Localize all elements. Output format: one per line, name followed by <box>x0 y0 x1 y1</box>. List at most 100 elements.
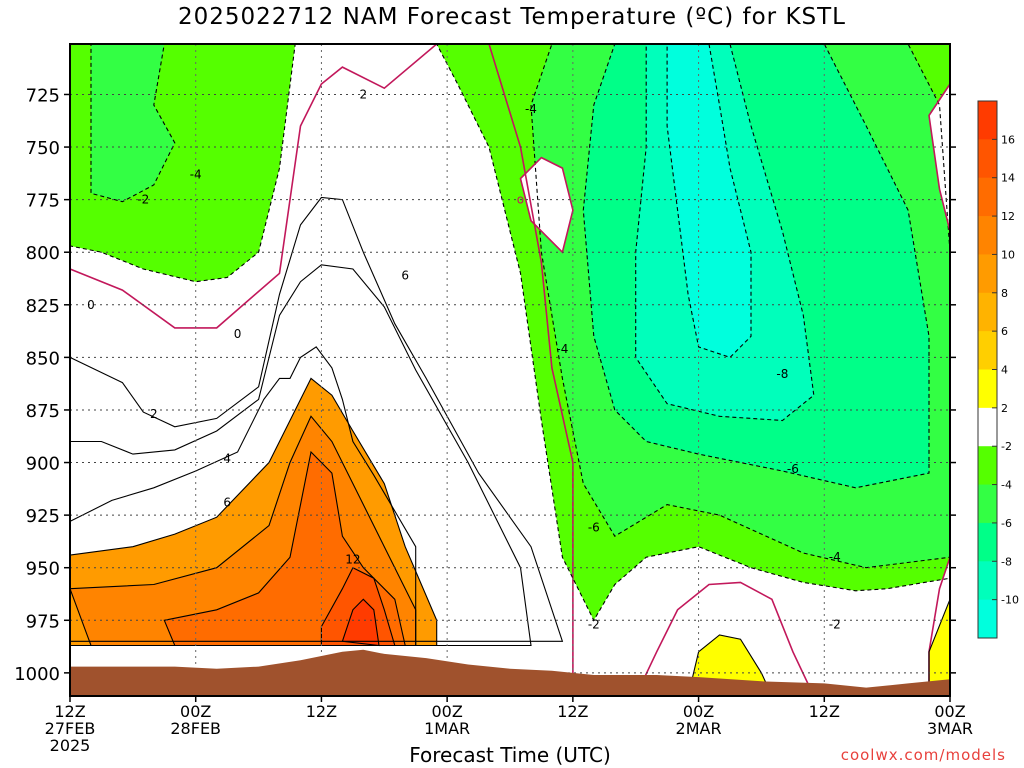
credit-link[interactable]: coolwx.com/models <box>840 746 1006 764</box>
contour-label-15: -6 <box>787 462 799 476</box>
colorbar-label-14: 14 <box>1001 172 1015 185</box>
colorbar-label--2: -2 <box>1001 440 1012 453</box>
contour-line-11 <box>436 44 950 622</box>
x-tick-label-0-2: 2025 <box>50 736 91 755</box>
contour-line-19 <box>928 82 950 232</box>
y-tick-label-950: 950 <box>26 559 60 580</box>
contour-line-6 <box>70 377 438 647</box>
contour-line-0 <box>70 44 296 283</box>
x-tick-label-60-0: 00Z <box>683 702 714 721</box>
contour-line-8 <box>163 450 406 647</box>
temp-region-16 <box>520 157 573 253</box>
x-tick-label-12-0: 00Z <box>180 702 211 721</box>
x-tick-label-12-1: 28FEB <box>170 719 221 738</box>
contour-label-3: 0 <box>234 327 242 341</box>
colorbar-label--6: -6 <box>1001 517 1012 530</box>
contour-label-11: o <box>517 193 524 207</box>
contour-labels-layer: -4 -2 0 0 2 4 6 2 6 12 -4 o -4 -8 -6 -6 -4 -2 -2 <box>87 87 841 631</box>
colorbar-band--10 <box>978 561 997 601</box>
x-tick-label-0-1: 27FEB <box>45 719 96 738</box>
temp-region-21 <box>929 599 950 696</box>
colorbar-band-14 <box>978 139 997 179</box>
contour-line-10 <box>341 598 380 647</box>
chart-title: 2025022712 NAM Forecast Temperature (ºC)… <box>177 4 846 30</box>
x-tick-label-84-1: 3MAR <box>927 719 973 738</box>
contour-label-9: 12 <box>345 552 360 566</box>
colorbar-label-12: 12 <box>1001 210 1015 223</box>
contour-label-5: 4 <box>223 451 231 465</box>
contour-line-21 <box>928 599 950 696</box>
contour-line-16 <box>519 156 574 254</box>
colorbar-band-8 <box>978 254 997 294</box>
contour-line-1 <box>90 44 176 203</box>
colorbar-label--4: -4 <box>1001 479 1012 492</box>
y-tick-label-725: 725 <box>26 85 60 106</box>
temp-region-10 <box>342 599 379 646</box>
contour-label-12: -4 <box>556 342 568 356</box>
x-tick-label-24-0: 12Z <box>306 702 337 721</box>
contour-line-9 <box>320 566 396 647</box>
x-tick-label-60-1: 2MAR <box>676 719 722 738</box>
contour-label-1: -2 <box>137 193 149 207</box>
contour-label-4: 2 <box>150 407 158 421</box>
colorbar-band--4 <box>978 446 997 486</box>
contour-label-7: 2 <box>360 87 368 101</box>
y-tick-label-1000: 1000 <box>14 664 60 685</box>
temp-region-15 <box>667 44 751 358</box>
y-tick-label-750: 750 <box>26 138 60 159</box>
contour-line-3 <box>70 264 532 647</box>
y-tick-label-975: 975 <box>26 611 60 632</box>
x-tick-label-48-0: 12Z <box>557 702 588 721</box>
contour-line-5 <box>70 44 574 696</box>
y-tick-label-925: 925 <box>26 506 60 527</box>
y-tick-label-825: 825 <box>26 296 60 317</box>
contour-label-6: 6 <box>223 496 231 510</box>
temp-region-1 <box>91 44 175 202</box>
contour-line-4 <box>70 196 564 642</box>
x-tick-label-72-0: 12Z <box>809 702 840 721</box>
y-tick-label-775: 775 <box>26 191 60 212</box>
temp-region-19 <box>929 84 950 232</box>
contour-label-13: -8 <box>776 367 788 381</box>
colorbar-band-10 <box>978 216 997 255</box>
contour-label-18: -2 <box>829 617 841 631</box>
plot-border <box>69 43 951 697</box>
colorbar-label-6: 6 <box>1001 325 1008 338</box>
terrain-layer <box>70 649 950 696</box>
colorbar-band--8 <box>978 522 997 562</box>
colorbar-band--12 <box>978 599 997 639</box>
grid-layer <box>70 44 950 696</box>
colorbar-label-8: 8 <box>1001 287 1008 300</box>
y-tick-label-850: 850 <box>26 348 60 369</box>
contour-label-10: -4 <box>525 102 537 116</box>
colorbar-label-16: 16 <box>1001 133 1015 146</box>
x-tick-label-0-0: 12Z <box>54 702 85 721</box>
contour-line-12 <box>530 44 950 569</box>
colorbar-label-2: 2 <box>1001 402 1008 415</box>
colorbar-band-12 <box>978 177 997 217</box>
terrain-surface <box>70 649 950 696</box>
contour-line-2 <box>70 346 417 647</box>
colorbar-band-2 <box>978 369 997 409</box>
contour-line-15 <box>666 44 752 359</box>
colorbar-band-6 <box>978 292 997 332</box>
contour-label-16: -4 <box>829 550 841 564</box>
colorbar-label-10: 10 <box>1001 248 1015 261</box>
y-tick-label-800: 800 <box>26 243 60 264</box>
colorbar-band-16 <box>978 101 997 140</box>
contour-label-8: 6 <box>401 268 409 282</box>
plot-frame <box>69 43 951 697</box>
contour-label-2: 0 <box>87 298 95 312</box>
contour-line-7 <box>70 415 417 647</box>
colorbar-band--6 <box>978 484 997 524</box>
contour-label-17: -2 <box>588 617 600 631</box>
colorbar-label-4: 4 <box>1001 364 1008 377</box>
colorbar-band-4 <box>978 331 997 370</box>
x-axis-label: Forecast Time (UTC) <box>409 743 611 767</box>
colorbar-label--10: -10 <box>1001 594 1019 607</box>
x-tick-label-36-0: 00Z <box>431 702 462 721</box>
contour-label-0: -4 <box>190 167 202 181</box>
x-tick-label-36-1: 1MAR <box>424 719 470 738</box>
